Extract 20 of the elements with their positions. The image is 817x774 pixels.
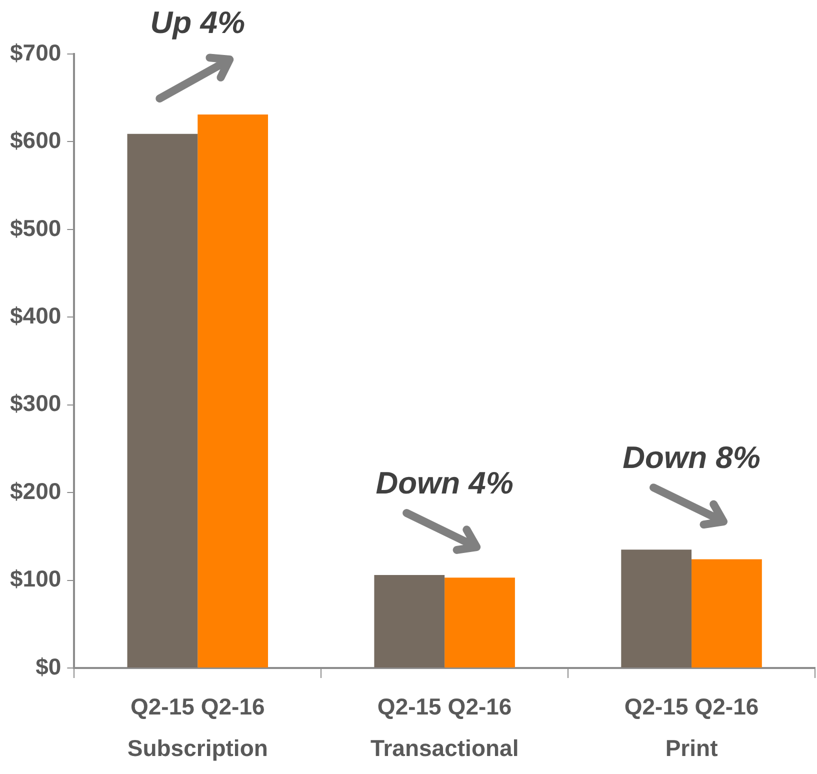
text: Q2-15 bbox=[377, 693, 442, 720]
x-tick-label: Print bbox=[665, 735, 718, 762]
text: Q2-15 bbox=[624, 693, 688, 720]
text: Up 4% bbox=[150, 5, 246, 40]
y-tick-label: $400 bbox=[10, 302, 62, 328]
series-label: Q2-15 bbox=[130, 693, 195, 720]
y-tick-label: $700 bbox=[10, 39, 62, 66]
y-tick-label: $0 bbox=[36, 653, 62, 680]
series-label: Q2-16 bbox=[200, 693, 265, 720]
y-tick-label: $600 bbox=[10, 127, 62, 154]
y-tick-label: $200 bbox=[10, 478, 62, 504]
text: Q2-16 bbox=[694, 693, 759, 720]
x-tick-label: Subscription bbox=[127, 735, 268, 762]
y-tick-label: $100 bbox=[10, 566, 62, 592]
text: Q2-16 bbox=[448, 693, 512, 720]
y-tick-label: $300 bbox=[10, 390, 62, 416]
y-tick-label: $500 bbox=[10, 214, 62, 241]
annotation: Down 4% bbox=[376, 466, 514, 501]
annotation: Down 8% bbox=[622, 440, 760, 476]
x-tick-label: Transactional bbox=[370, 735, 519, 762]
